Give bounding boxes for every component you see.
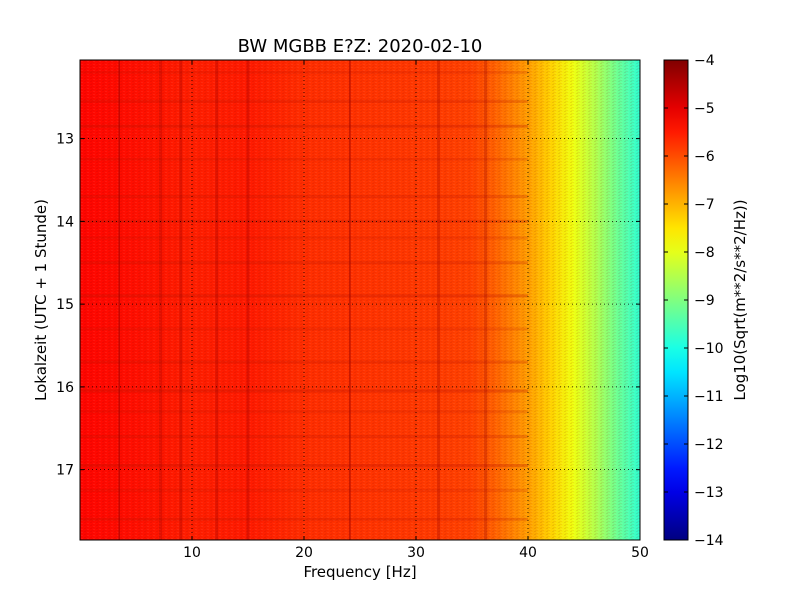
spectral-band: [80, 99, 528, 103]
chart-title: BW MGBB E?Z: 2020-02-10: [238, 36, 483, 57]
x-tick-label: 40: [519, 545, 537, 561]
colorbar-tick-label: −6: [694, 149, 715, 165]
x-axis-label: Frequency [Hz]: [303, 563, 416, 581]
spectral-band: [80, 360, 528, 364]
spectral-band: [80, 236, 528, 240]
y-axis-ticks: 13 14 15 16 17: [56, 132, 640, 479]
vertical-lines: [118, 60, 487, 540]
colorbar-tick-label: −7: [694, 197, 715, 213]
y-tick-label: 13: [56, 132, 74, 148]
x-tick-label: 50: [631, 545, 649, 561]
colorbar-ticks: −4 −5 −6 −7 −8 −9 −10 −11 −12 −13 −14: [664, 53, 724, 549]
y-tick-label: 17: [56, 463, 74, 479]
colorbar-tick-label: −4: [694, 53, 715, 69]
colorbar-tick-label: −12: [694, 437, 724, 453]
colorbar-tick-label: −8: [694, 245, 715, 261]
spectral-band: [80, 517, 528, 521]
spectral-band: [80, 157, 528, 161]
y-tick-label: 16: [56, 380, 74, 396]
x-axis-ticks: 10 20 30 40 50: [183, 60, 649, 561]
colorbar-tick-label: −13: [694, 485, 724, 501]
colorbar-tick-label: −11: [694, 389, 724, 405]
colorbar-tick-label: −10: [694, 341, 724, 357]
spectral-band: [80, 389, 528, 393]
colorbar-tick-label: −9: [694, 293, 715, 309]
spectral-band: [80, 464, 528, 468]
spectrogram-texture: [80, 60, 640, 540]
spectral-band: [80, 410, 528, 414]
y-tick-label: 14: [56, 214, 74, 230]
y-tick-label: 15: [56, 297, 74, 313]
colorbar-tick-label: −14: [694, 533, 724, 549]
spectral-band: [80, 124, 528, 128]
x-tick-label: 10: [183, 545, 201, 561]
spectrogram-plot: [80, 60, 640, 540]
x-tick-label: 20: [295, 545, 313, 561]
spectral-band: [80, 294, 528, 298]
colorbar-tick-label: −5: [694, 101, 715, 117]
spectral-band: [80, 488, 528, 492]
y-axis-label: Lokalzeit (UTC + 1 Stunde): [32, 199, 50, 401]
spectral-band: [80, 261, 528, 265]
grid-lines: [80, 60, 640, 540]
colorbar-label: Log10(Sqrt(m**2/s**2/Hz)): [731, 199, 749, 400]
plot-frame: [79, 59, 641, 541]
x-tick-label: 30: [407, 545, 425, 561]
